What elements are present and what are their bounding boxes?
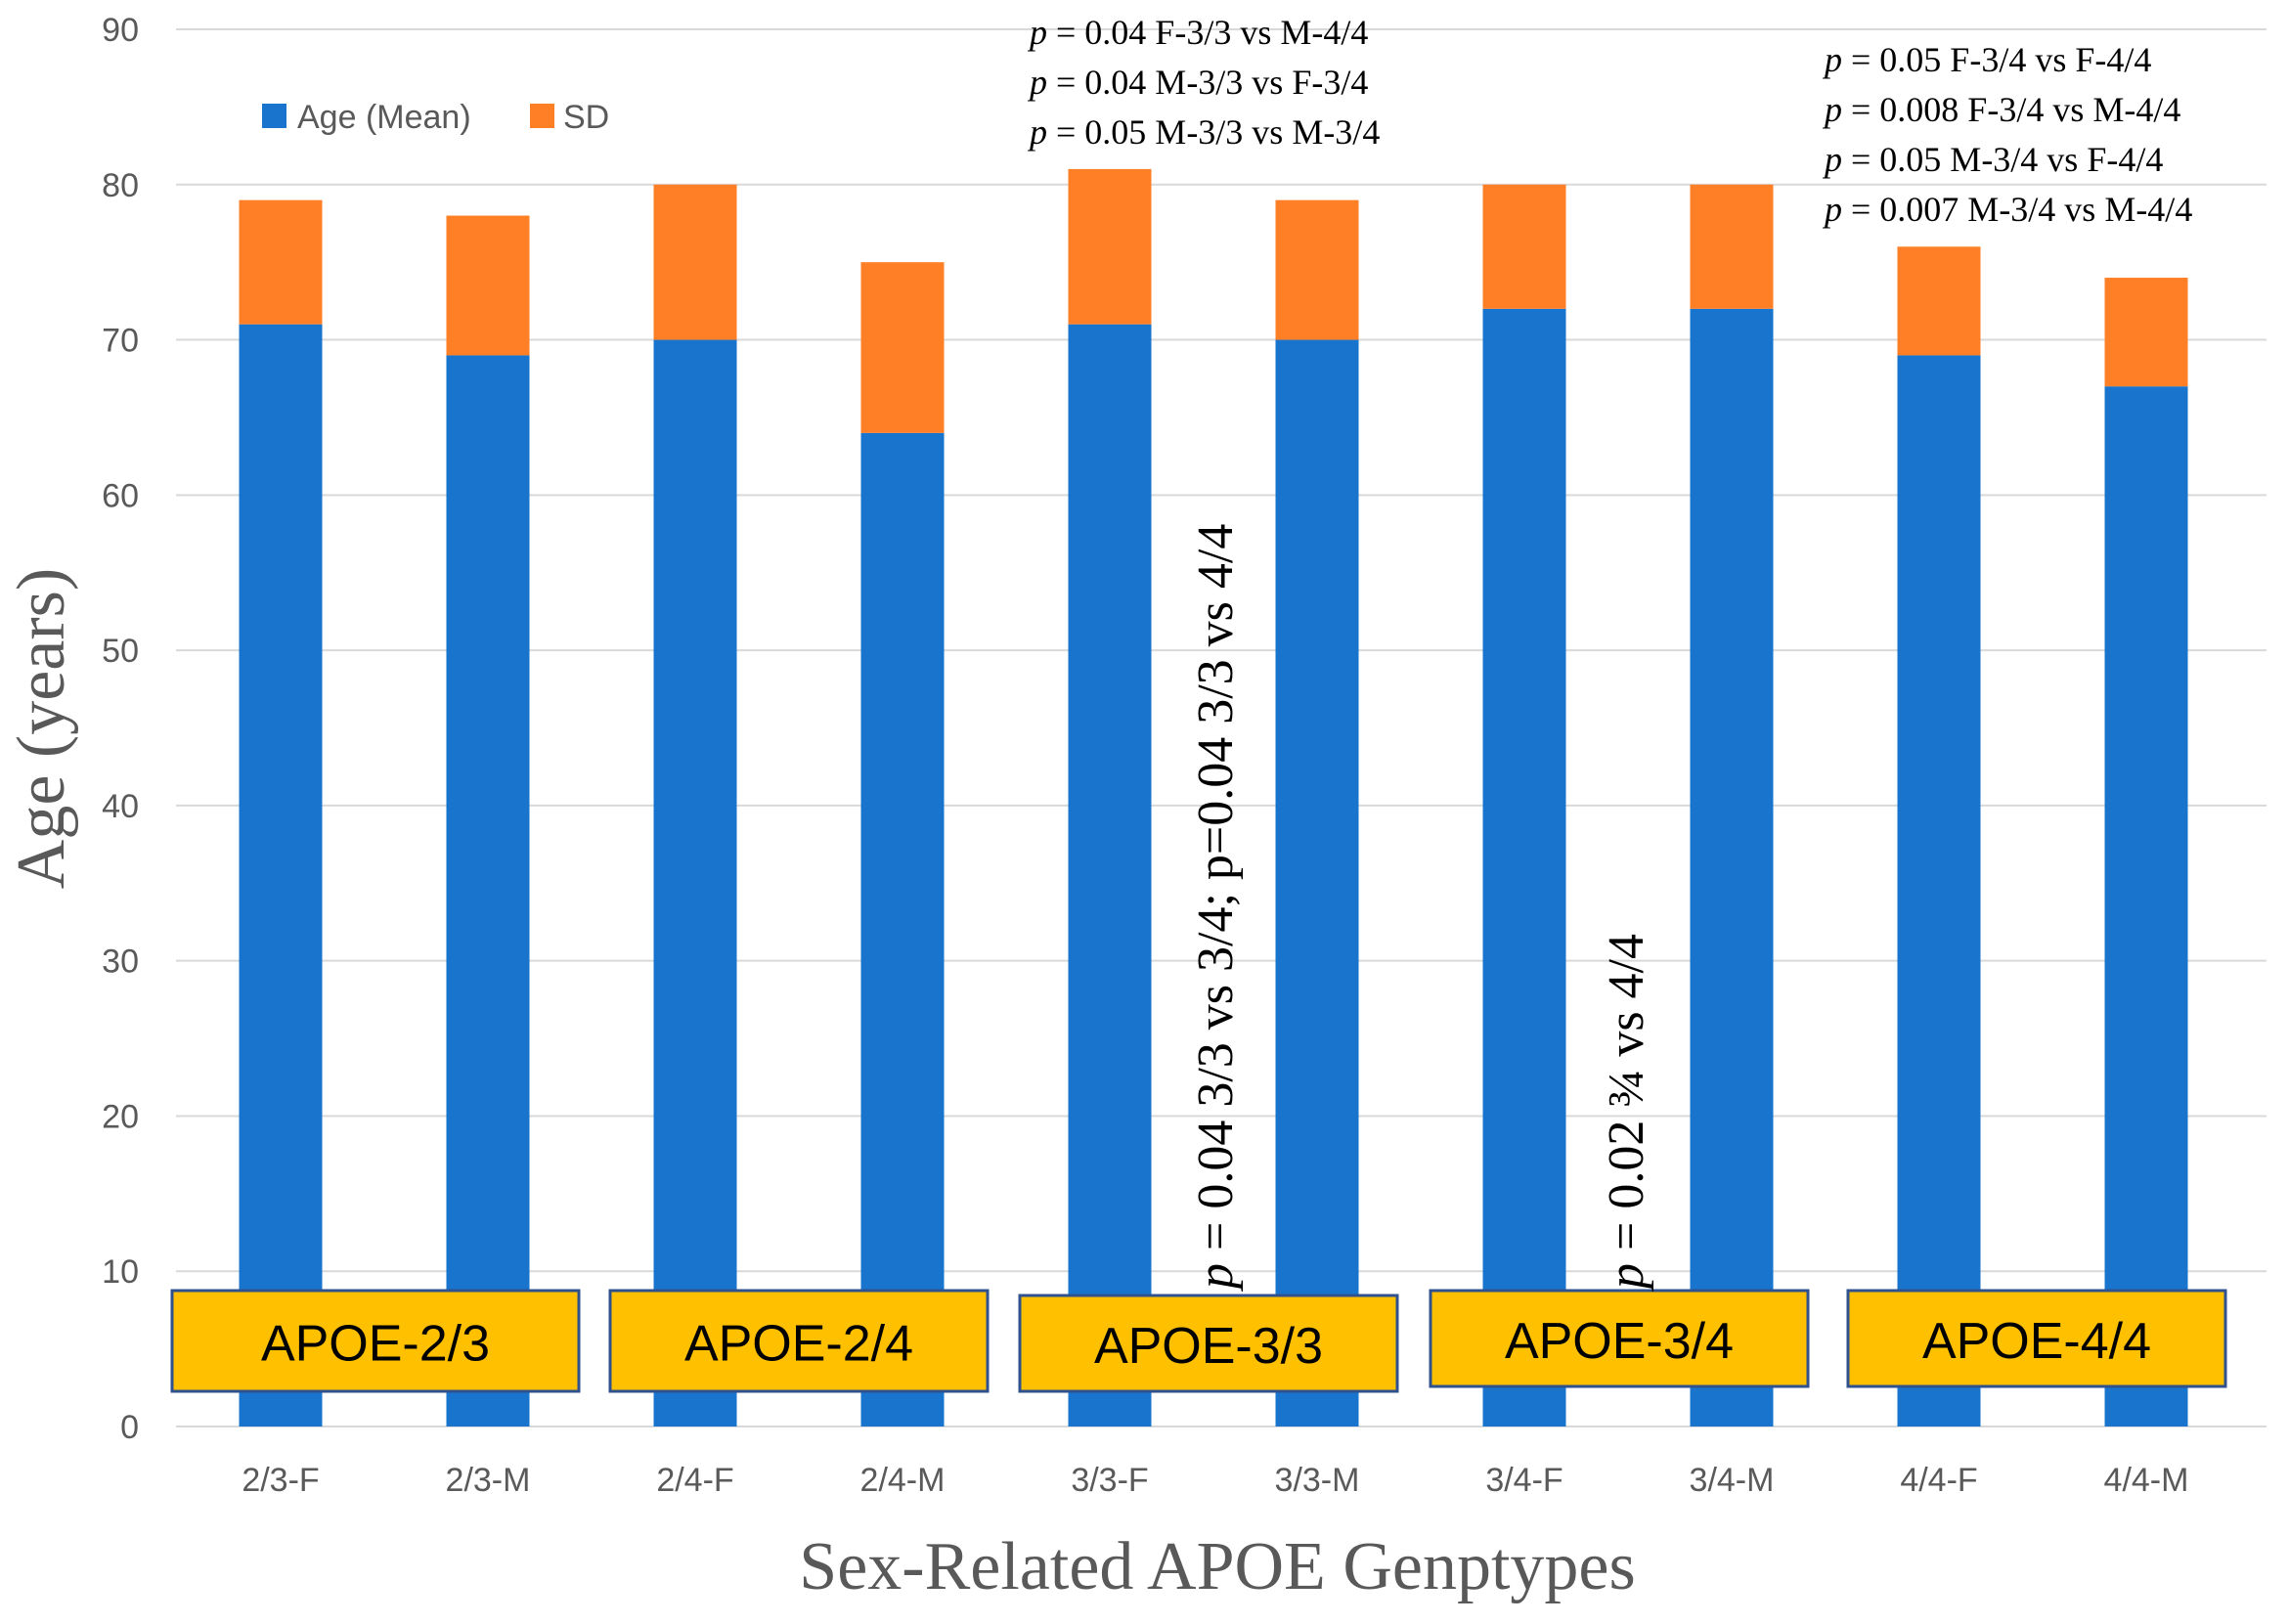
group-box: [1429, 1289, 1810, 1388]
significance-annotations: p = 0.04 F-3/3 vs M-4/4 p = 0.04 M-3/3 vs…: [1027, 13, 2192, 1293]
p-value-annotation-vertical: p = 0.04 3/3 vs 3/4; p=0.04 3/3 vs 4/4: [1188, 524, 1244, 1293]
bar-age-mean: [653, 339, 737, 1426]
legend-swatch: [530, 104, 554, 128]
group-label: APOE-4/4: [1922, 1313, 2151, 1370]
x-tick-label: 3/4-F: [1485, 1462, 1563, 1499]
bars: [239, 168, 2188, 1427]
x-tick-label: 2/4-M: [860, 1462, 946, 1499]
bar-sd: [1897, 246, 1981, 356]
bar-age-mean: [1482, 308, 1566, 1426]
x-tick-label: 2/4-F: [656, 1462, 733, 1499]
bar-sd: [446, 215, 530, 356]
bar-sd: [2104, 278, 2188, 387]
p-value-annotation: p = 0.008 F-3/4 vs M-4/4: [1822, 90, 2180, 129]
x-tick-label: 2/3-M: [446, 1462, 531, 1499]
bar-sd: [1275, 199, 1359, 340]
x-tick-label: 3/3-M: [1275, 1462, 1360, 1499]
bar-sd: [1690, 184, 1774, 309]
x-axis-ticks: 2/3-F 2/3-M 2/4-F 2/4-M 3/3-F 3/3-M 3/4-F 3/4-M…: [242, 1462, 2188, 1499]
bar-age-mean: [1068, 324, 1152, 1427]
y-axis-title: Age (years): [4, 568, 79, 889]
group-box: [1846, 1289, 2227, 1388]
p-value-annotation: p = 0.007 M-3/4 vs M-4/4: [1822, 190, 2192, 229]
y-tick-label: 0: [120, 1409, 139, 1446]
y-tick-label: 30: [102, 944, 139, 981]
group-label: APOE-2/4: [684, 1316, 913, 1373]
bar-sd: [239, 199, 323, 325]
legend-swatch: [262, 104, 286, 128]
group-box: [608, 1289, 990, 1393]
group-label: APOE-3/3: [1094, 1318, 1323, 1375]
bar-sd: [1068, 168, 1152, 325]
p-value-annotation: p = 0.04 M-3/3 vs F-3/4: [1027, 63, 1368, 102]
y-tick-label: 90: [102, 12, 139, 49]
x-tick-label: 4/4-F: [1900, 1462, 1977, 1499]
y-tick-label: 60: [102, 477, 139, 514]
y-tick-label: 70: [102, 323, 139, 360]
bar-age-mean: [2104, 386, 2188, 1426]
x-tick-label: 3/4-M: [1690, 1462, 1775, 1499]
bar-age-mean: [239, 324, 323, 1427]
x-tick-label: 4/4-M: [2104, 1462, 2189, 1499]
bar-age-mean: [446, 355, 530, 1426]
p-value-annotation: p = 0.04 F-3/3 vs M-4/4: [1027, 13, 1368, 52]
y-tick-label: 10: [102, 1253, 139, 1291]
bar-age-mean: [1275, 339, 1359, 1426]
x-tick-label: 3/3-F: [1071, 1462, 1148, 1499]
group-label: APOE-2/3: [261, 1316, 490, 1373]
x-tick-label: 2/3-F: [242, 1462, 319, 1499]
y-tick-label: 80: [102, 167, 139, 204]
group-box: [170, 1289, 581, 1393]
y-axis-ticks: 0 10 20 30 40 50 60 70 80 90: [102, 12, 139, 1446]
legend-label: SD: [563, 99, 609, 136]
bar-age-mean: [1897, 355, 1981, 1426]
bar-age-mean: [860, 432, 945, 1426]
bar-sd: [653, 184, 737, 340]
p-value-annotation: p = 0.05 M-3/4 vs F-4/4: [1822, 140, 2163, 179]
p-value-annotation: p = 0.05 F-3/4 vs F-4/4: [1822, 40, 2151, 79]
y-tick-label: 20: [102, 1098, 139, 1135]
p-value-annotation: p = 0.05 M-3/3 vs M-3/4: [1027, 112, 1380, 152]
group-box: [1018, 1294, 1399, 1393]
group-label: APOE-3/4: [1505, 1313, 1734, 1370]
bar-sd: [860, 262, 945, 433]
bar-sd: [1482, 184, 1566, 309]
legend-label: Age (Mean): [297, 99, 471, 136]
genotype-group-labels: APOE-2/3 APOE-2/4 APOE-3/3 APOE-3/4 APOE-4/4: [170, 1289, 2227, 1393]
legend: Age (Mean) SD: [262, 99, 609, 136]
x-axis-title: Sex-Related APOE Genptypes: [799, 1529, 1635, 1604]
y-tick-label: 40: [102, 788, 139, 825]
p-value-annotation-vertical: p = 0.02 ¾ vs 4/4: [1599, 934, 1654, 1293]
bar-age-mean: [1690, 308, 1774, 1426]
y-tick-label: 50: [102, 633, 139, 670]
